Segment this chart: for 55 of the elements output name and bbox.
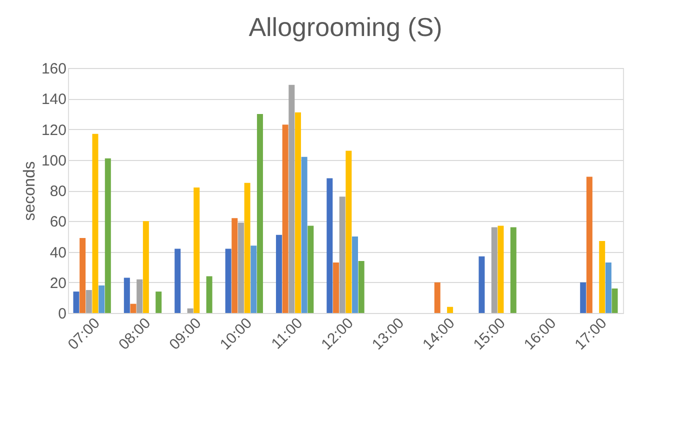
bar <box>187 308 194 313</box>
y-tick-label: 20 <box>50 274 66 292</box>
bar <box>194 187 200 313</box>
bar <box>326 178 333 313</box>
bar <box>276 234 282 313</box>
bar <box>498 226 504 313</box>
y-tick-label: 160 <box>41 60 66 78</box>
y-tick-label: 60 <box>50 214 66 231</box>
y-tick-label: 0 <box>58 306 66 322</box>
bar <box>308 226 314 313</box>
bar <box>352 236 358 313</box>
y-tick-label: 40 <box>50 244 66 262</box>
y-tick-label: 140 <box>41 91 66 108</box>
bar <box>244 182 250 313</box>
bar <box>580 282 586 313</box>
bar <box>586 176 592 313</box>
bar <box>73 292 80 313</box>
bar <box>80 238 86 313</box>
bar <box>130 304 136 313</box>
bar <box>104 158 111 313</box>
bar <box>612 288 618 313</box>
bar <box>478 256 485 313</box>
bar <box>136 279 143 313</box>
bar <box>346 150 352 313</box>
bar <box>358 260 364 313</box>
bar <box>434 282 440 313</box>
bar <box>301 156 308 313</box>
bar <box>92 134 98 313</box>
chart-title: Allogrooming (S) <box>248 12 442 42</box>
bar <box>142 221 149 313</box>
bar <box>156 292 162 313</box>
bar <box>86 290 92 313</box>
bar <box>250 246 257 313</box>
bar <box>491 227 498 313</box>
bar <box>599 241 606 313</box>
bar <box>605 262 612 313</box>
y-tick-label: 120 <box>41 122 66 139</box>
bar <box>174 248 181 313</box>
y-tick-label: 80 <box>50 183 66 200</box>
y-axis-title: seconds <box>21 161 38 221</box>
bar <box>225 248 232 313</box>
bar <box>206 276 212 313</box>
y-tick-label: 100 <box>41 152 66 170</box>
bar <box>294 112 301 313</box>
bar <box>510 227 516 313</box>
bar <box>339 196 346 313</box>
bar <box>232 218 238 313</box>
bar <box>124 278 130 313</box>
bar <box>238 222 244 313</box>
bar <box>256 114 263 313</box>
bar <box>447 306 454 313</box>
bar <box>288 84 295 313</box>
bar <box>98 285 105 313</box>
bar <box>332 262 339 313</box>
bar <box>282 124 288 313</box>
